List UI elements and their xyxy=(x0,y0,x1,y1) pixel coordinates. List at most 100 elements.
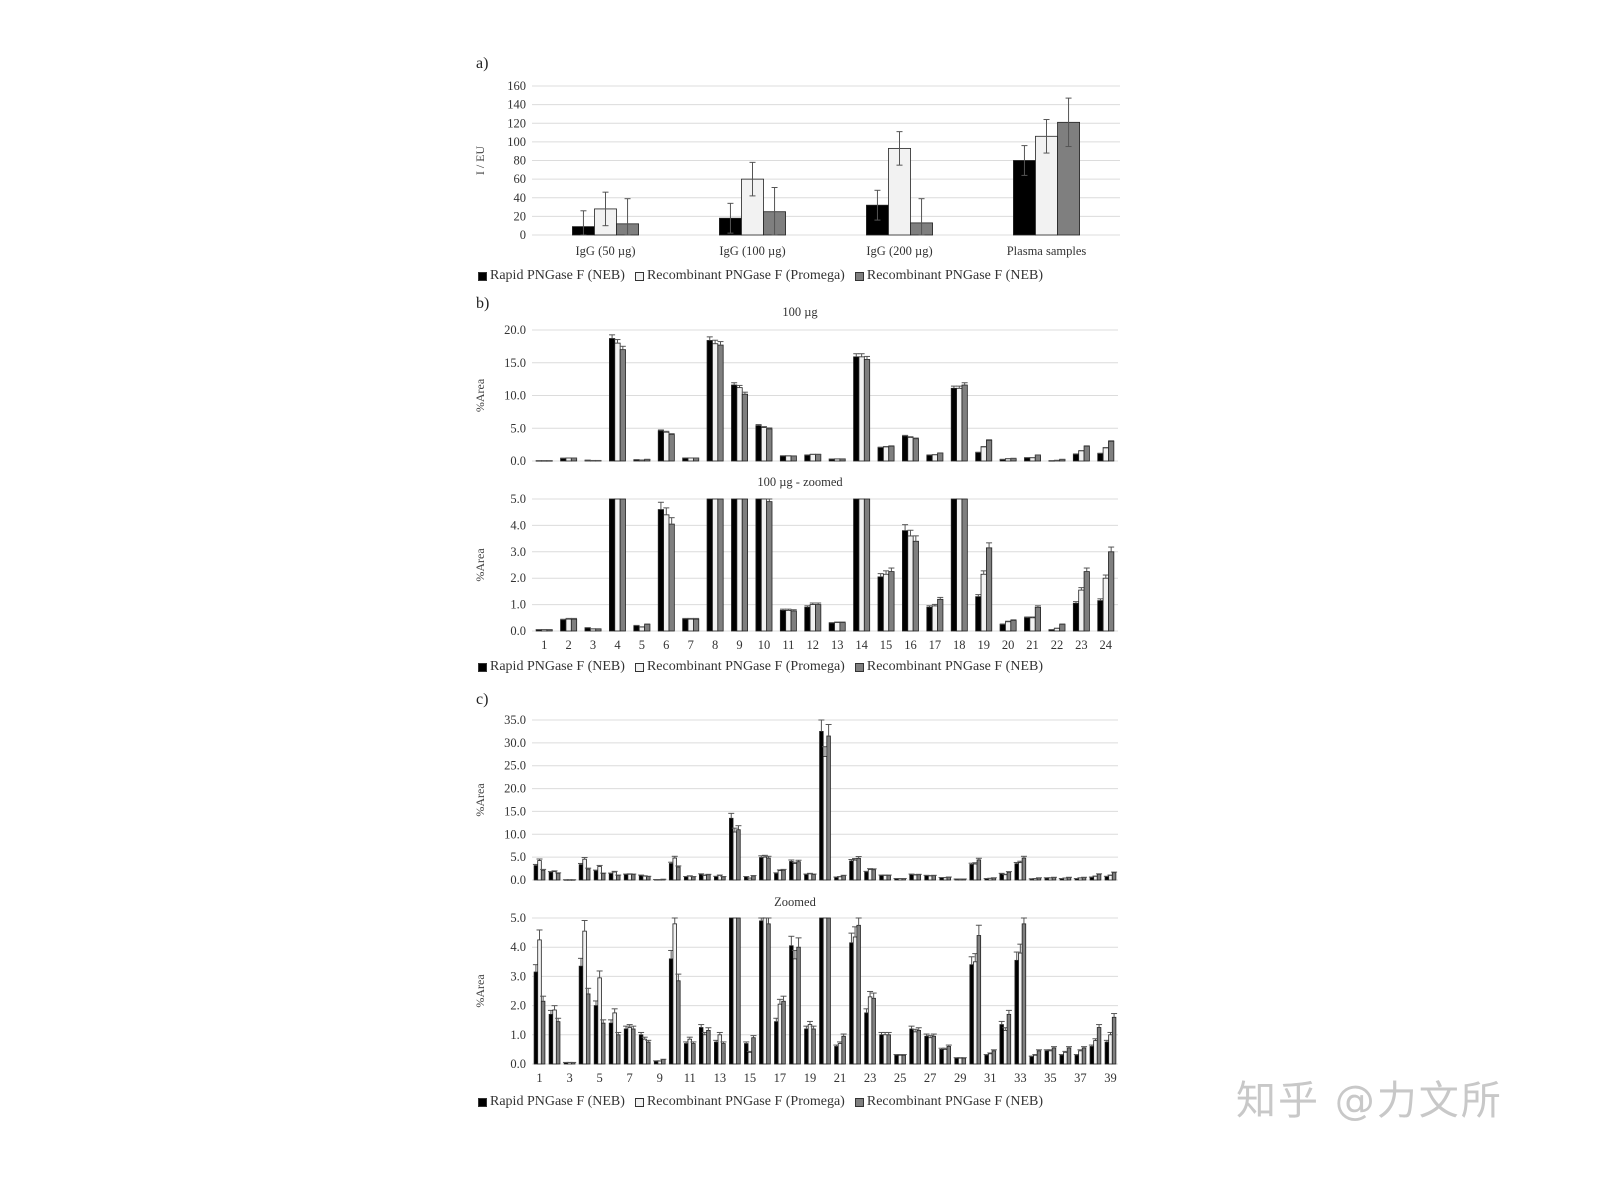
bar xyxy=(1066,1047,1072,1065)
x-tick-label: 31 xyxy=(984,1071,997,1085)
bar xyxy=(822,917,828,1065)
chart-title: 100 µg xyxy=(782,305,818,319)
bar xyxy=(1006,1013,1012,1065)
y-tick-label: 60 xyxy=(514,172,527,186)
y-tick-label: 160 xyxy=(507,79,526,93)
legend-c: Rapid PNGase F (NEB) Recombinant PNGase … xyxy=(478,1094,1043,1110)
legend-swatch-black-icon xyxy=(478,1097,487,1107)
bar xyxy=(540,869,546,881)
bar xyxy=(714,876,719,881)
bar xyxy=(706,498,713,632)
bar xyxy=(717,498,724,632)
bar xyxy=(1006,871,1012,881)
bar xyxy=(864,871,869,881)
x-tick-label: 33 xyxy=(1014,1071,1026,1085)
bar xyxy=(1003,874,1008,881)
bar xyxy=(879,1034,884,1065)
bar xyxy=(980,573,987,632)
bar xyxy=(1081,1047,1087,1065)
bar xyxy=(682,457,689,462)
bar xyxy=(657,430,665,462)
bar xyxy=(804,874,809,881)
legend-item-recomb-neb: Recombinant PNGase F (NEB) xyxy=(854,1094,1043,1110)
bar xyxy=(582,930,587,1065)
bar xyxy=(698,1027,704,1065)
bar xyxy=(937,598,944,632)
bar xyxy=(1024,617,1031,632)
x-tick-label: Plasma samples xyxy=(1007,244,1087,258)
x-tick-label: 18 xyxy=(953,638,966,652)
y-tick-label: 5.0 xyxy=(510,911,526,925)
bar xyxy=(826,917,831,1065)
bar xyxy=(608,1022,614,1065)
bar xyxy=(731,498,738,632)
bar xyxy=(954,1057,959,1065)
bar xyxy=(916,874,921,881)
legend-swatch-gray-icon xyxy=(854,662,864,672)
bar xyxy=(837,1043,843,1065)
bar xyxy=(956,387,963,462)
bar xyxy=(548,1013,554,1065)
bar xyxy=(533,971,539,1065)
bar xyxy=(796,946,801,1065)
x-tick-label: 29 xyxy=(954,1071,967,1085)
bar xyxy=(1096,1027,1102,1065)
bar xyxy=(809,604,816,632)
bar xyxy=(1102,577,1109,632)
bar xyxy=(1104,1041,1110,1065)
bar xyxy=(946,1046,952,1065)
bar xyxy=(1072,602,1080,632)
bar xyxy=(853,356,860,462)
bar xyxy=(961,498,968,632)
legend-b: Rapid PNGase F (NEB) Recombinant PNGase … xyxy=(478,659,1043,675)
bar xyxy=(841,875,846,881)
bar xyxy=(834,1046,839,1065)
bar xyxy=(1111,872,1117,881)
y-tick-label: 15.0 xyxy=(504,804,526,818)
x-tick-label: 19 xyxy=(804,1071,817,1085)
legend-swatch-gray-icon xyxy=(854,271,864,281)
x-tick-label: 5 xyxy=(639,638,645,652)
bar xyxy=(672,857,677,881)
bar xyxy=(926,454,933,462)
bar xyxy=(627,1027,632,1065)
bar xyxy=(980,446,987,462)
bar xyxy=(687,1038,692,1065)
x-tick-label: 8 xyxy=(712,638,718,652)
bar xyxy=(985,547,993,632)
bar xyxy=(779,455,787,462)
bar xyxy=(975,596,982,632)
x-tick-label: 15 xyxy=(744,1071,757,1085)
bar xyxy=(937,452,944,462)
bar xyxy=(759,920,764,1065)
legend-swatch-white-icon xyxy=(634,662,644,672)
y-tick-label: 5.0 xyxy=(510,421,526,435)
bar xyxy=(931,875,936,881)
bar xyxy=(804,606,811,632)
bar xyxy=(533,865,539,881)
x-tick-label: 5 xyxy=(596,1071,602,1085)
bar xyxy=(888,571,895,632)
bar xyxy=(762,917,768,1065)
x-tick-label: 20 xyxy=(1002,638,1015,652)
x-tick-label: 6 xyxy=(663,638,669,652)
bar xyxy=(779,610,787,632)
bar xyxy=(815,454,822,462)
x-tick-label: 16 xyxy=(904,638,917,652)
bar xyxy=(1048,1050,1053,1065)
bar xyxy=(751,875,756,881)
bar xyxy=(1089,1046,1095,1065)
bar xyxy=(638,1034,644,1065)
bar xyxy=(1093,875,1098,881)
bar xyxy=(692,457,700,462)
bar xyxy=(721,876,726,881)
bar xyxy=(828,622,835,632)
bar xyxy=(871,869,876,881)
bar xyxy=(781,1000,786,1065)
bar xyxy=(789,861,794,881)
bar xyxy=(744,1043,749,1065)
x-tick-label: 13 xyxy=(714,1071,727,1085)
legend-swatch-black-icon xyxy=(478,662,487,672)
x-tick-label: IgG (50 µg) xyxy=(576,244,636,258)
bar xyxy=(1074,1054,1080,1065)
